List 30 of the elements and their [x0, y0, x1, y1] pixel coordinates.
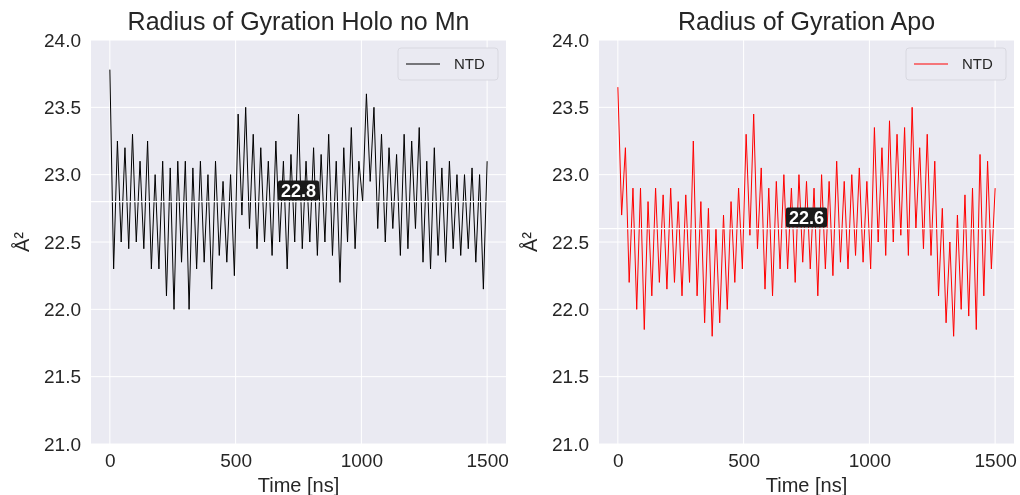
y-tick-label: 22.0	[44, 298, 81, 320]
y-tick-label: 24.0	[44, 29, 81, 51]
x-tick-label: 0	[105, 450, 116, 472]
y-tick-label: 24.0	[552, 29, 589, 51]
x-tick-label: 1500	[466, 450, 509, 472]
y-axis-title: Å²	[11, 231, 33, 252]
y-tick-label: 22.0	[552, 298, 589, 320]
x-tick-label: 0	[613, 450, 624, 472]
x-tick-label: 1500	[974, 450, 1017, 472]
y-tick-label: 23.5	[552, 96, 589, 118]
x-tick-label: 500	[728, 450, 760, 472]
x-tick-label: 500	[220, 450, 252, 472]
y-tick-label: 23.0	[44, 164, 81, 186]
y-tick-label: 22.5	[552, 231, 589, 253]
line-series	[617, 86, 996, 337]
y-tick-label: 22.5	[44, 231, 81, 253]
x-tick-label: 1000	[848, 450, 892, 472]
chart-title: Radius of Gyration Apo	[677, 7, 936, 35]
y-tick-label: 21.0	[44, 433, 81, 455]
y-tick-label: 21.5	[44, 366, 81, 388]
chart-title: Radius of Gyration Holo no Mn	[127, 7, 470, 35]
y-tick-label: 21.5	[552, 366, 589, 388]
y-tick-label: 23.0	[552, 164, 589, 186]
y-tick-label: 21.0	[552, 433, 589, 455]
legend-label: NTD	[454, 55, 485, 72]
y-axis-title: Å²	[519, 231, 541, 252]
x-tick-label: 1000	[340, 450, 384, 472]
legend-label: NTD	[962, 55, 993, 72]
y-tick-label: 23.5	[44, 96, 81, 118]
line-series	[109, 69, 488, 310]
